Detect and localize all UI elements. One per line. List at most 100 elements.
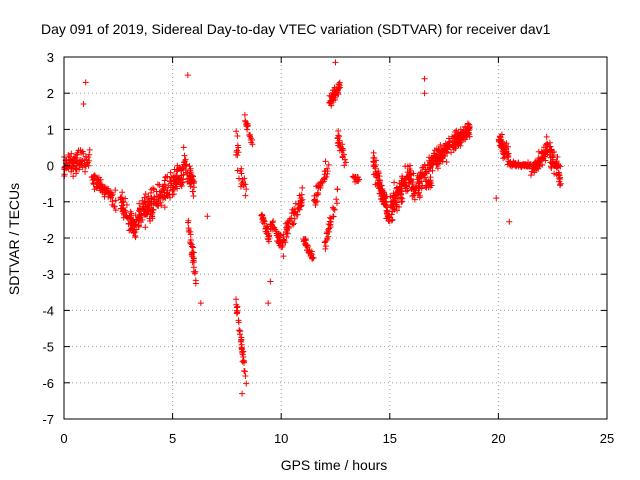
data-point — [188, 173, 195, 180]
data-point — [315, 184, 322, 191]
data-point — [234, 309, 241, 316]
data-point — [426, 157, 433, 164]
data-point — [135, 215, 142, 222]
data-point — [159, 183, 166, 190]
data-point — [398, 181, 405, 188]
data-point — [428, 161, 435, 168]
data-point — [543, 133, 550, 140]
data-point — [406, 162, 413, 169]
data-point — [242, 192, 249, 199]
data-point — [72, 154, 79, 161]
data-point — [539, 155, 546, 162]
data-point — [341, 162, 348, 169]
data-point — [381, 201, 388, 208]
data-point — [395, 186, 402, 193]
x-tick-label: 20 — [491, 431, 505, 446]
data-point — [146, 215, 153, 222]
data-point — [170, 174, 177, 181]
data-point — [437, 156, 444, 163]
data-point — [417, 169, 424, 176]
data-point — [237, 338, 244, 345]
data-point — [331, 84, 338, 91]
data-points — [61, 59, 564, 397]
data-point — [531, 167, 538, 174]
data-point — [326, 225, 333, 232]
data-point — [112, 197, 119, 204]
data-point — [292, 208, 299, 215]
data-point — [291, 209, 298, 216]
data-point — [291, 215, 298, 222]
data-point — [295, 200, 302, 207]
data-point — [328, 100, 335, 107]
data-point — [443, 141, 450, 148]
data-point — [415, 190, 422, 197]
data-point — [466, 123, 473, 130]
data-point — [335, 132, 342, 139]
data-point — [372, 157, 379, 164]
data-point — [388, 211, 395, 218]
data-point — [370, 162, 377, 169]
data-point — [548, 160, 555, 167]
data-point — [61, 166, 68, 173]
data-point — [396, 187, 403, 194]
data-point — [392, 192, 399, 199]
data-point — [147, 189, 154, 196]
data-point — [167, 184, 174, 191]
data-point — [374, 180, 381, 187]
data-point — [233, 151, 240, 158]
data-point — [340, 151, 347, 158]
data-point — [395, 195, 402, 202]
data-point — [133, 226, 140, 233]
data-point — [68, 150, 75, 157]
data-point — [386, 214, 393, 221]
data-point — [314, 189, 321, 196]
data-point — [437, 141, 444, 148]
data-point — [423, 184, 430, 191]
data-point — [427, 164, 434, 171]
data-point — [107, 194, 114, 201]
data-point — [319, 179, 326, 186]
data-point — [167, 169, 174, 176]
data-point — [403, 182, 410, 189]
data-point — [90, 181, 97, 188]
data-point — [82, 168, 89, 175]
data-point — [185, 217, 192, 224]
data-point — [521, 163, 528, 170]
data-point — [422, 184, 429, 191]
data-point — [329, 96, 336, 103]
data-point — [325, 233, 332, 240]
data-point — [421, 75, 428, 82]
data-point — [235, 319, 242, 326]
data-point — [426, 181, 433, 188]
data-point — [233, 147, 240, 154]
data-point — [122, 207, 129, 214]
data-point — [240, 181, 247, 188]
data-point — [323, 230, 330, 237]
data-point — [70, 173, 77, 180]
data-point — [241, 175, 248, 182]
data-point — [289, 221, 296, 228]
data-point — [452, 129, 459, 136]
data-point — [270, 218, 277, 225]
data-point — [409, 186, 416, 193]
data-point — [73, 166, 80, 173]
data-point — [132, 232, 139, 239]
data-point — [280, 253, 287, 260]
data-point — [238, 165, 245, 172]
data-point — [265, 230, 272, 237]
data-point — [154, 181, 161, 188]
data-point — [322, 158, 329, 165]
data-point — [303, 242, 310, 249]
data-point — [327, 221, 334, 228]
data-point — [162, 173, 169, 180]
data-point — [434, 165, 441, 172]
data-point — [320, 178, 327, 185]
data-point — [409, 179, 416, 186]
data-point — [285, 224, 292, 231]
data-point — [141, 205, 148, 212]
data-point — [296, 192, 303, 199]
data-point — [349, 173, 356, 180]
data-point — [265, 300, 272, 307]
data-point — [296, 206, 303, 213]
data-point — [183, 161, 190, 168]
